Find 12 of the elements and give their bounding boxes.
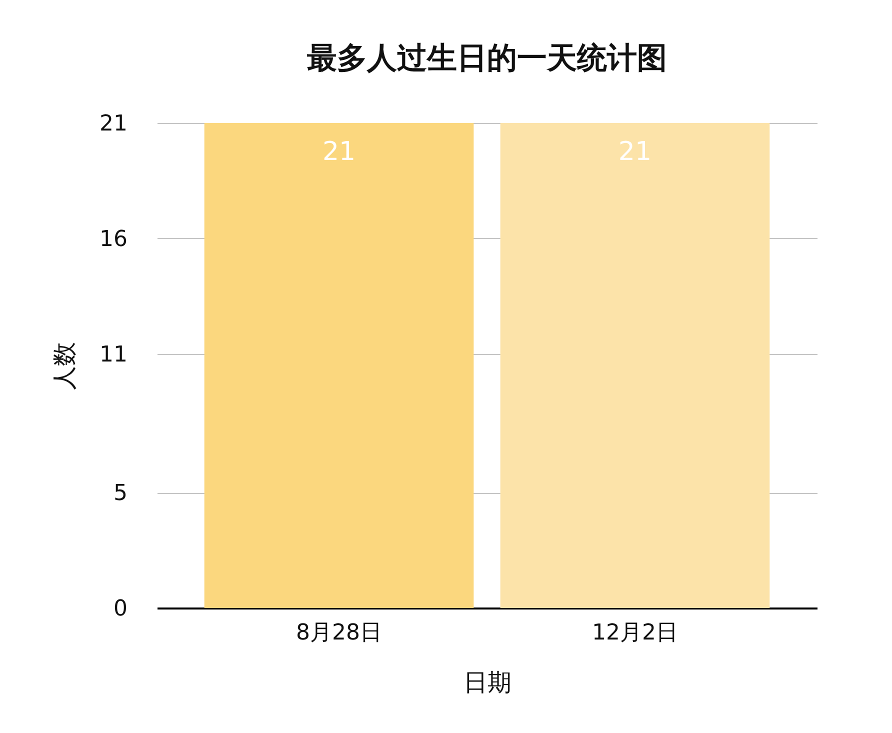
y-tick-label: 21 xyxy=(100,112,128,136)
y-axis-title: 人数 xyxy=(50,342,79,390)
y-tick-label: 11 xyxy=(100,342,128,368)
y-tick-label: 5 xyxy=(114,481,128,506)
data-label: 21 xyxy=(322,137,356,167)
data-label: 21 xyxy=(618,137,652,167)
chart-title: 最多人过生日的一天统计图 xyxy=(307,41,667,76)
y-tick-label: 0 xyxy=(114,596,128,622)
x-tick-label: 12月2日 xyxy=(592,620,678,646)
x-axis-title: 日期 xyxy=(464,668,512,696)
y-tick-label: 16 xyxy=(100,226,128,252)
x-tick-label: 8月28日 xyxy=(296,620,382,646)
